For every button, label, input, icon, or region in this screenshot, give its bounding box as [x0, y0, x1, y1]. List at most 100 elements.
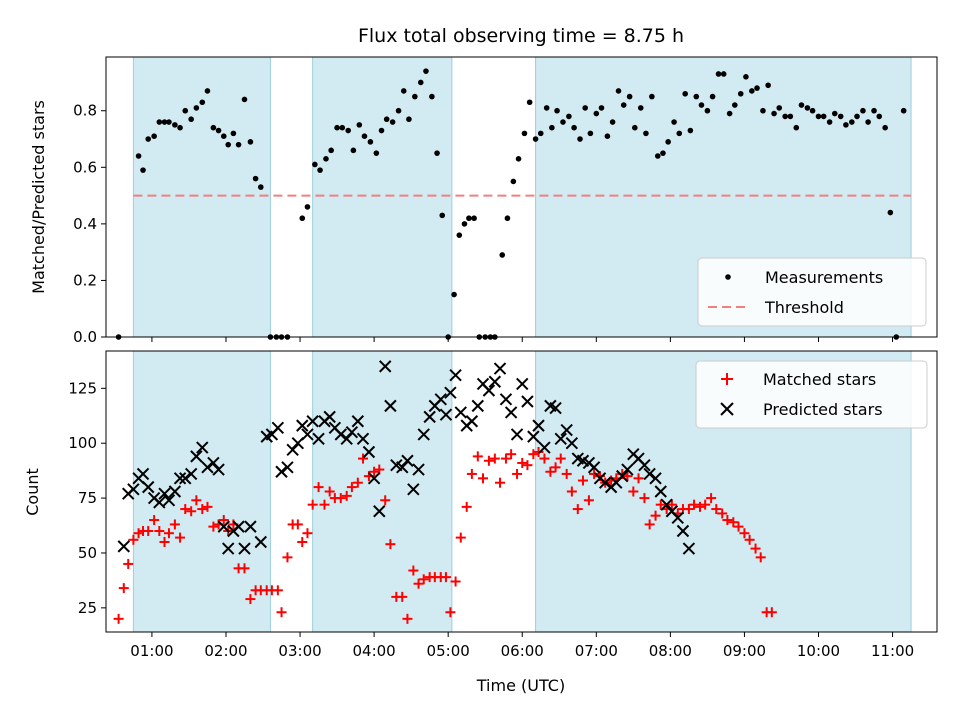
matched-star-point [755, 552, 766, 563]
measurement-point [749, 88, 755, 94]
measurement-point [809, 107, 816, 114]
measurement-point [145, 136, 152, 142]
measurement-point [389, 119, 396, 125]
matched-star-point [622, 471, 633, 482]
matched-star-point [666, 499, 677, 510]
matched-star-point [319, 499, 330, 510]
measurement-point [637, 105, 644, 111]
measurement-point [687, 127, 694, 134]
predicted-star-point [184, 467, 198, 481]
count-panel-frame [105, 350, 938, 633]
matched-star-point [483, 455, 494, 466]
predicted-star-point [423, 410, 436, 424]
measurement-point [345, 127, 351, 134]
measurement-point [210, 124, 217, 131]
measurement-point [499, 252, 506, 258]
predicted-star-point [142, 480, 155, 494]
predicted-star-point [649, 472, 662, 485]
matched-star-point [589, 468, 600, 479]
predicted-star-point [482, 384, 496, 397]
measurement-point [140, 167, 146, 173]
measurement-point [571, 124, 577, 131]
measurement-point [215, 127, 222, 134]
y-tick-label: 0.2 [73, 271, 97, 289]
matched-star-point [706, 493, 717, 504]
y-tick-label: 100 [68, 434, 97, 452]
matched-star-point [191, 495, 202, 506]
measurement-point [188, 116, 194, 123]
measurement-point [317, 167, 323, 173]
measurement-point [304, 204, 311, 210]
measurement-point [521, 130, 528, 137]
measurement-point [854, 113, 860, 120]
predicted-star-point [296, 419, 309, 432]
measurement-point [560, 119, 566, 125]
predicted-star-point [379, 360, 392, 373]
matched-star-point [208, 521, 219, 532]
predicted-star-point [449, 368, 462, 382]
matched-star-point [744, 534, 755, 545]
measurement-point [312, 161, 318, 168]
matched-star-point [163, 528, 174, 539]
measurement-point [798, 102, 805, 108]
measurement-point [135, 153, 142, 159]
predicted-star-point [153, 496, 166, 509]
ratio-panel: 0.00.20.40.60.8 Matched/Predicted stars … [29, 56, 938, 346]
matched-star-point [533, 446, 544, 457]
legend-measurements-label: Measurements [765, 268, 883, 287]
matched-star-point [495, 477, 506, 488]
predicted-star-point [621, 463, 634, 476]
matched-star-point [694, 501, 705, 512]
predicted-star-point [345, 426, 359, 439]
measurement-point [166, 119, 172, 125]
predicted-star-point [638, 458, 651, 472]
predicted-star-point [565, 436, 579, 450]
matched-star-point [644, 519, 655, 530]
matched-star-point [297, 536, 308, 547]
predicted-star-point [212, 463, 225, 476]
matched-star-point [489, 453, 500, 464]
matched-star-point [689, 499, 700, 510]
y-tick-label: 75 [78, 489, 97, 507]
measurement-point [257, 184, 264, 190]
measurement-point [182, 107, 189, 114]
matched-star-point [739, 528, 750, 539]
predicted-star-point [362, 445, 376, 459]
measurement-point [367, 139, 374, 145]
predicted-star-point [587, 461, 601, 474]
ratio-legend: Measurements Threshold [697, 257, 927, 327]
matched-star-point [700, 499, 711, 510]
matched-star-point [352, 477, 363, 488]
measurement-point [843, 122, 849, 128]
measurement-point [361, 133, 368, 139]
measurement-point [577, 136, 583, 142]
predicted-star-point [560, 423, 573, 437]
matched-star-point [766, 607, 777, 618]
predicted-star-point [306, 415, 319, 428]
predicted-star-point [549, 401, 562, 415]
x-axis-label: Time (UTC) [476, 676, 565, 695]
x-tick-label: 09:00 [723, 642, 766, 660]
measurement-point [373, 150, 380, 156]
matched-star-point [628, 486, 639, 497]
matched-star-point [169, 519, 180, 530]
predicted-star-point [168, 485, 182, 498]
predicted-star-point [527, 430, 540, 443]
measurement-point [815, 113, 822, 120]
measurement-point [715, 71, 722, 77]
matched-star-point [583, 495, 594, 506]
measurement-point [587, 130, 594, 137]
predicted-star-point [538, 441, 551, 454]
measurement-point [649, 93, 655, 100]
measurement-point [406, 116, 412, 123]
measurement-point [429, 93, 435, 100]
predicted-star-point [504, 406, 518, 419]
measurement-point [782, 113, 788, 120]
measurement-point [225, 141, 232, 148]
x-tick-label: 07:00 [575, 642, 618, 660]
matched-star-point [239, 563, 250, 574]
matched-star-point [282, 552, 293, 563]
measurement-point [882, 124, 888, 131]
measurement-point [193, 105, 200, 111]
